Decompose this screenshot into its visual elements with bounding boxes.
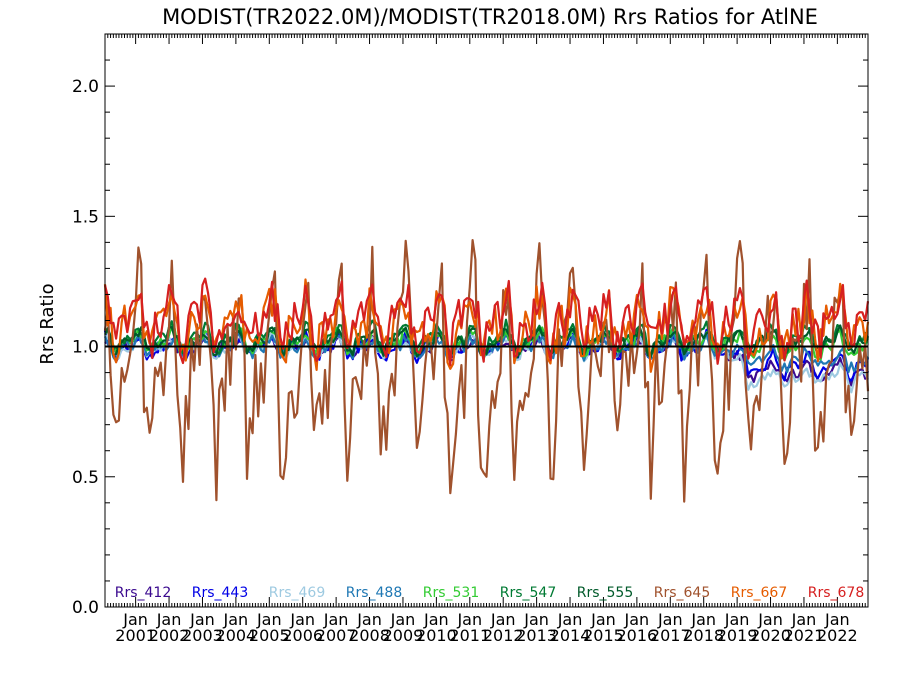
x-tick-label-month: Jan [323,610,349,629]
legend-entry-Rrs_488: Rrs_488 [346,585,403,601]
x-tick-label-month: Jan [189,610,215,629]
x-tick-label-year: 2003 [182,626,223,645]
x-tick-label-year: 2007 [316,626,357,645]
x-tick-label-month: Jan [523,610,549,629]
x-tick-label-year: 2014 [550,626,591,645]
x-tick-label-year: 2010 [416,626,457,645]
series-line-Rrs_678 [103,277,870,367]
x-tick-label-year: 2018 [683,626,724,645]
x-axis: Jan2001Jan2002Jan2003Jan2004Jan2005Jan20… [104,34,869,645]
x-tick-label-month: Jan [690,610,716,629]
plot-frame [104,33,869,608]
series-line-Rrs_412 [104,331,870,387]
x-tick-label-month: Jan [490,610,516,629]
y-tick-label: 2.0 [72,77,99,97]
x-tick-label-month: Jan [824,610,850,629]
legend: Rrs_412 Rrs_443 Rrs_469 Rrs_488 Rrs_531 Rrs_5… [115,585,865,601]
legend-entry-Rrs_412: Rrs_412 [115,585,172,601]
x-tick-label-year: 2019 [717,626,758,645]
y-tick-label: 0.0 [72,598,99,618]
series-line-Rrs_645 [103,239,870,503]
x-tick-label-year: 2013 [516,626,557,645]
legend-entry-Rrs_469: Rrs_469 [269,585,326,601]
x-tick-label-year: 2009 [383,626,424,645]
legend-entry-Rrs_443: Rrs_443 [192,585,249,601]
x-tick-label-year: 2022 [817,626,858,645]
x-tick-label-year: 2004 [216,626,257,645]
x-tick-label-year: 2012 [483,626,524,645]
x-tick-label-month: Jan [390,610,416,629]
x-tick-label-month: Jan [289,610,315,629]
y-axis-label: Rrs Ratio [37,283,58,364]
legend-entry-Rrs_645: Rrs_645 [654,585,711,601]
legend-entry-Rrs_531: Rrs_531 [423,585,480,601]
x-tick-label-month: Jan [356,610,382,629]
x-tick-label-month: Jan [590,610,616,629]
x-tick-label-month: Jan [156,610,182,629]
x-tick-label-month: Jan [791,610,817,629]
x-tick-label-year: 2016 [617,626,658,645]
x-tick-label-month: Jan [557,610,583,629]
x-tick-label-month: Jan [256,610,282,629]
x-tick-label-month: Jan [657,610,683,629]
legend-entry-Rrs_678: Rrs_678 [808,585,865,601]
x-tick-label-year: 2021 [784,626,825,645]
x-tick-label-year: 2015 [583,626,624,645]
x-tick-label-year: 2020 [750,626,791,645]
y-tick-label: 1.0 [72,338,99,358]
x-tick-label-month: Jan [757,610,783,629]
x-tick-label-year: 2017 [650,626,691,645]
x-tick-label-year: 2006 [282,626,323,645]
y-tick-label: 0.5 [72,468,99,488]
x-tick-label-year: 2001 [115,626,156,645]
series-layer [103,239,870,503]
y-axis: 0.0 0.5 1.0 1.5 2.0 [72,33,868,618]
x-tick-label-month: Jan [122,610,148,629]
x-tick-label-month: Jan [223,610,249,629]
legend-entry-Rrs_555: Rrs_555 [577,585,634,601]
x-tick-label-month: Jan [624,610,650,629]
x-tick-label-year: 2011 [449,626,490,645]
x-tick-label-year: 2008 [349,626,390,645]
x-tick-label-month: Jan [423,610,449,629]
y-tick-label: 1.5 [72,207,99,227]
x-tick-label-year: 2005 [249,626,290,645]
legend-entry-Rrs_547: Rrs_547 [500,585,557,601]
x-tick-label-month: Jan [724,610,750,629]
x-tick-label-year: 2002 [149,626,190,645]
chart-title: MODIST(TR2022.0M)/MODIST(TR2018.0M) Rrs … [162,5,818,29]
legend-entry-Rrs_667: Rrs_667 [731,585,788,601]
x-tick-label-month: Jan [456,610,482,629]
